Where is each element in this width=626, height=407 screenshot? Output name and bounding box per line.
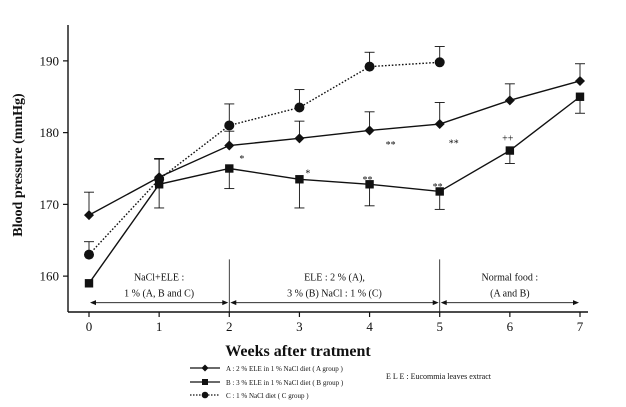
series-line-b: [88, 96, 581, 284]
series-line-c: [88, 61, 440, 256]
series-b: [84, 92, 585, 288]
data-point-a: [294, 133, 305, 144]
x-tick-label: 1: [156, 319, 163, 334]
y-tick-label: 190: [40, 53, 60, 68]
data-point-a: [84, 210, 94, 221]
legend-entry-b: B : 3 % ELE in 1 % NaCl diet ( B group ): [226, 379, 344, 387]
x-axis-ticks: 0 1 2 3 4 5 6 7: [86, 312, 584, 334]
data-point-c: [154, 174, 165, 185]
legend-marker-a: [201, 364, 209, 372]
data-point-b: [435, 187, 444, 196]
phase-label-1: 1 % (A, B and C): [124, 289, 194, 300]
legend-marker-c: [201, 391, 209, 399]
x-tick-label: 5: [436, 319, 443, 334]
x-tick-label: 2: [226, 319, 233, 334]
y-tick-label: 160: [40, 269, 60, 284]
data-point-c: [364, 61, 375, 72]
significance-mark: **: [362, 175, 372, 186]
phase-label-2: ELE : 2 % (A),: [304, 273, 365, 284]
arrow-head-right: [222, 300, 229, 306]
phase-label-3: (A and B): [490, 289, 529, 300]
axes-frame: [67, 25, 588, 313]
data-point-a: [434, 119, 445, 130]
data-point-a: [504, 95, 515, 106]
significance-mark: **: [433, 182, 443, 193]
arrow-head-right: [573, 300, 579, 306]
y-axis-title: Blood pressure (mmHg): [11, 93, 26, 237]
data-point-b: [365, 180, 374, 189]
data-point-b: [575, 92, 585, 101]
phase-label-2: 3 % (B) NaCl : 1 % (C): [287, 289, 382, 300]
significance-mark: ++: [502, 133, 514, 144]
data-point-a: [575, 75, 585, 86]
series-a: [84, 63, 585, 221]
y-tick-label: 170: [40, 197, 60, 212]
significance-mark: **: [386, 140, 396, 151]
ele-definition-note: E L E : Eucommia leaves extract: [386, 372, 492, 381]
arrow-head-right: [432, 300, 439, 306]
legend: A : 2 % ELE in 1 % NaCl diet ( A group )…: [190, 364, 492, 400]
x-tick-label: 0: [86, 319, 93, 334]
series-line-a: [88, 80, 581, 216]
x-tick-label: 6: [507, 319, 514, 334]
significance-mark: *: [239, 154, 244, 165]
x-tick-label: 7: [577, 319, 584, 334]
arrow-head-left: [90, 300, 96, 306]
data-point-b: [225, 164, 234, 173]
y-axis-ticks: 160 170 180 190: [40, 53, 68, 284]
data-point-b: [295, 175, 304, 184]
y-tick-label: 180: [40, 125, 60, 140]
data-point-c: [84, 249, 94, 260]
legend-marker-b: [202, 379, 208, 385]
significance-mark: *: [305, 169, 310, 180]
data-point-c: [434, 57, 445, 68]
significance-mark: **: [449, 138, 459, 149]
phase-label-1: NaCl+ELE :: [134, 273, 184, 284]
x-tick-label: 3: [296, 319, 303, 334]
data-point-c: [294, 102, 305, 113]
x-axis-title: Weeks after tratment: [225, 343, 371, 360]
data-point-b: [505, 146, 515, 155]
x-tick-label: 4: [366, 319, 373, 334]
data-point-a: [364, 125, 375, 136]
data-point-b: [154, 180, 164, 189]
treatment-phases: NaCl+ELE : 1 % (A, B and C) ELE : 2 % (A),…: [90, 259, 579, 312]
data-point-a: [224, 140, 235, 151]
data-series: [84, 46, 585, 288]
data-point-c: [224, 120, 235, 131]
legend-entry-a: A : 2 % ELE in 1 % NaCl diet ( A group ): [226, 365, 344, 373]
phase-label-3: Normal food :: [482, 273, 539, 284]
arrow-head-left: [440, 300, 447, 306]
legend-entry-c: C : 1 % NaCl diet ( C group ): [226, 392, 309, 400]
series-c: [84, 46, 445, 260]
data-point-b: [84, 279, 94, 288]
arrow-head-left: [230, 300, 237, 306]
significance-annotations: ******** ** ++: [239, 133, 513, 193]
